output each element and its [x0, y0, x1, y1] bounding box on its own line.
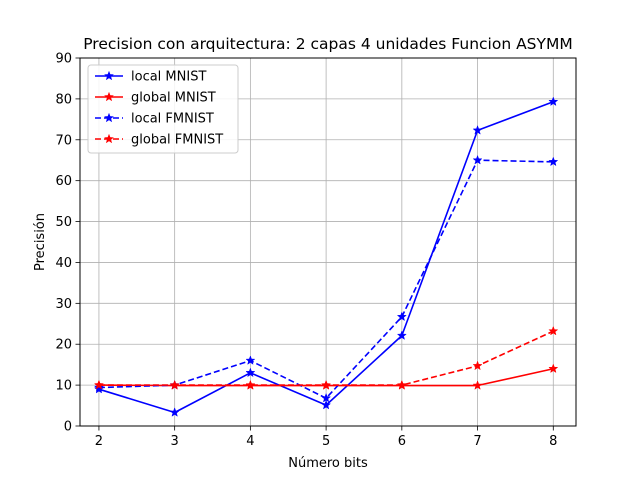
x-tick-label: 2	[95, 434, 103, 449]
y-tick-label: 10	[55, 379, 72, 394]
data-point-local-mnist	[548, 96, 559, 107]
y-tick-label: 0	[64, 420, 72, 435]
x-tick-label: 8	[549, 434, 557, 449]
data-point-local-mnist	[396, 330, 407, 340]
x-axis-label: Número bits	[288, 456, 368, 471]
series-local-mnist	[93, 96, 559, 417]
chart-title: Precision con arquitectura: 2 capas 4 un…	[83, 35, 573, 53]
data-point-global-mnist	[472, 380, 483, 390]
data-point-global-fmnist	[472, 360, 483, 371]
legend-marker	[103, 70, 115, 81]
data-point-global-fmnist	[321, 379, 332, 390]
data-point-local-fmnist	[396, 311, 407, 322]
data-point-global-fmnist	[169, 379, 180, 390]
y-tick-label: 30	[55, 297, 72, 312]
y-tick-label: 90	[55, 52, 72, 67]
data-point-global-fmnist	[93, 379, 104, 390]
y-axis-label: Precisión	[33, 213, 48, 271]
x-tick-label: 6	[398, 434, 406, 449]
data-point-local-mnist	[472, 125, 483, 135]
y-tick-label: 70	[55, 133, 72, 148]
legend-label: global MNIST	[131, 91, 216, 106]
series-global-fmnist	[93, 325, 559, 390]
data-point-global-mnist	[548, 363, 559, 374]
data-point-local-fmnist	[548, 156, 559, 167]
x-tick-label: 5	[322, 434, 330, 449]
legend-marker	[103, 91, 115, 102]
legend-marker	[103, 133, 115, 144]
data-point-local-mnist	[321, 399, 332, 410]
legend: local MNIST global MNIST local FMNIST globa…	[87, 64, 239, 154]
legend-label: local FMNIST	[131, 112, 214, 127]
y-tick-label: 20	[55, 338, 72, 353]
data-point-global-fmnist	[396, 379, 407, 390]
data-point-local-mnist	[245, 367, 256, 378]
y-tick-label: 50	[55, 215, 72, 230]
legend-label: local MNIST	[131, 70, 206, 85]
data-point-local-fmnist	[472, 154, 483, 165]
data-point-local-fmnist	[321, 392, 332, 403]
data-point-global-fmnist	[245, 379, 256, 390]
legend-marker	[103, 112, 115, 123]
series-group	[93, 96, 559, 417]
data-point-local-fmnist	[245, 355, 256, 365]
legend-box	[87, 64, 239, 154]
y-tick-label: 40	[55, 256, 72, 271]
data-point-local-mnist	[169, 407, 180, 417]
x-tick-label: 3	[171, 434, 179, 449]
y-tick-label: 80	[55, 92, 72, 107]
x-tick-label: 4	[246, 434, 254, 449]
legend-label: global FMNIST	[131, 133, 223, 148]
plot-frame	[79, 57, 577, 427]
data-point-global-fmnist	[548, 325, 559, 336]
x-tick-label: 7	[473, 434, 481, 449]
y-tick-label: 60	[55, 174, 72, 189]
